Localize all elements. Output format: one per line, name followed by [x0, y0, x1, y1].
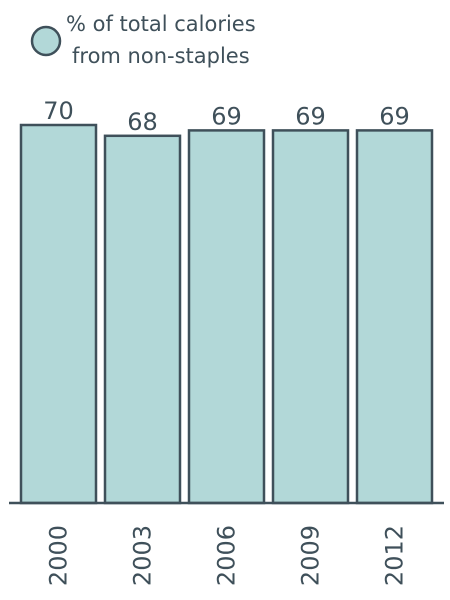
legend-label-line2: from non-staples: [72, 44, 250, 68]
x-tick-label-2009: 2009: [297, 525, 325, 586]
legend-label-line1: % of total calories: [66, 12, 256, 36]
value-label-2006: 69: [211, 102, 242, 130]
x-tick-label-2012: 2012: [381, 525, 409, 586]
x-tick-label-2000: 2000: [45, 525, 73, 586]
value-label-2009: 69: [295, 102, 326, 130]
legend-swatch: [30, 25, 62, 57]
value-label-2012: 69: [379, 102, 410, 130]
bars: [19, 123, 434, 505]
legend: % of total calories from non-staples: [30, 12, 256, 68]
x-tick-labels: 2000 2003 2006 2009 2012: [45, 525, 409, 586]
value-label-2003: 68: [127, 108, 158, 136]
value-label-2000: 70: [43, 97, 74, 125]
x-tick-label-2006: 2006: [213, 525, 241, 586]
x-tick-label-2003: 2003: [129, 525, 157, 586]
value-labels: 70 68 69 69 69: [43, 97, 410, 136]
bar-2009: [271, 129, 350, 505]
bar-2003: [103, 134, 182, 505]
bar-2006: [187, 129, 266, 505]
bar-2012: [355, 129, 434, 505]
bar-2000: [19, 123, 98, 505]
